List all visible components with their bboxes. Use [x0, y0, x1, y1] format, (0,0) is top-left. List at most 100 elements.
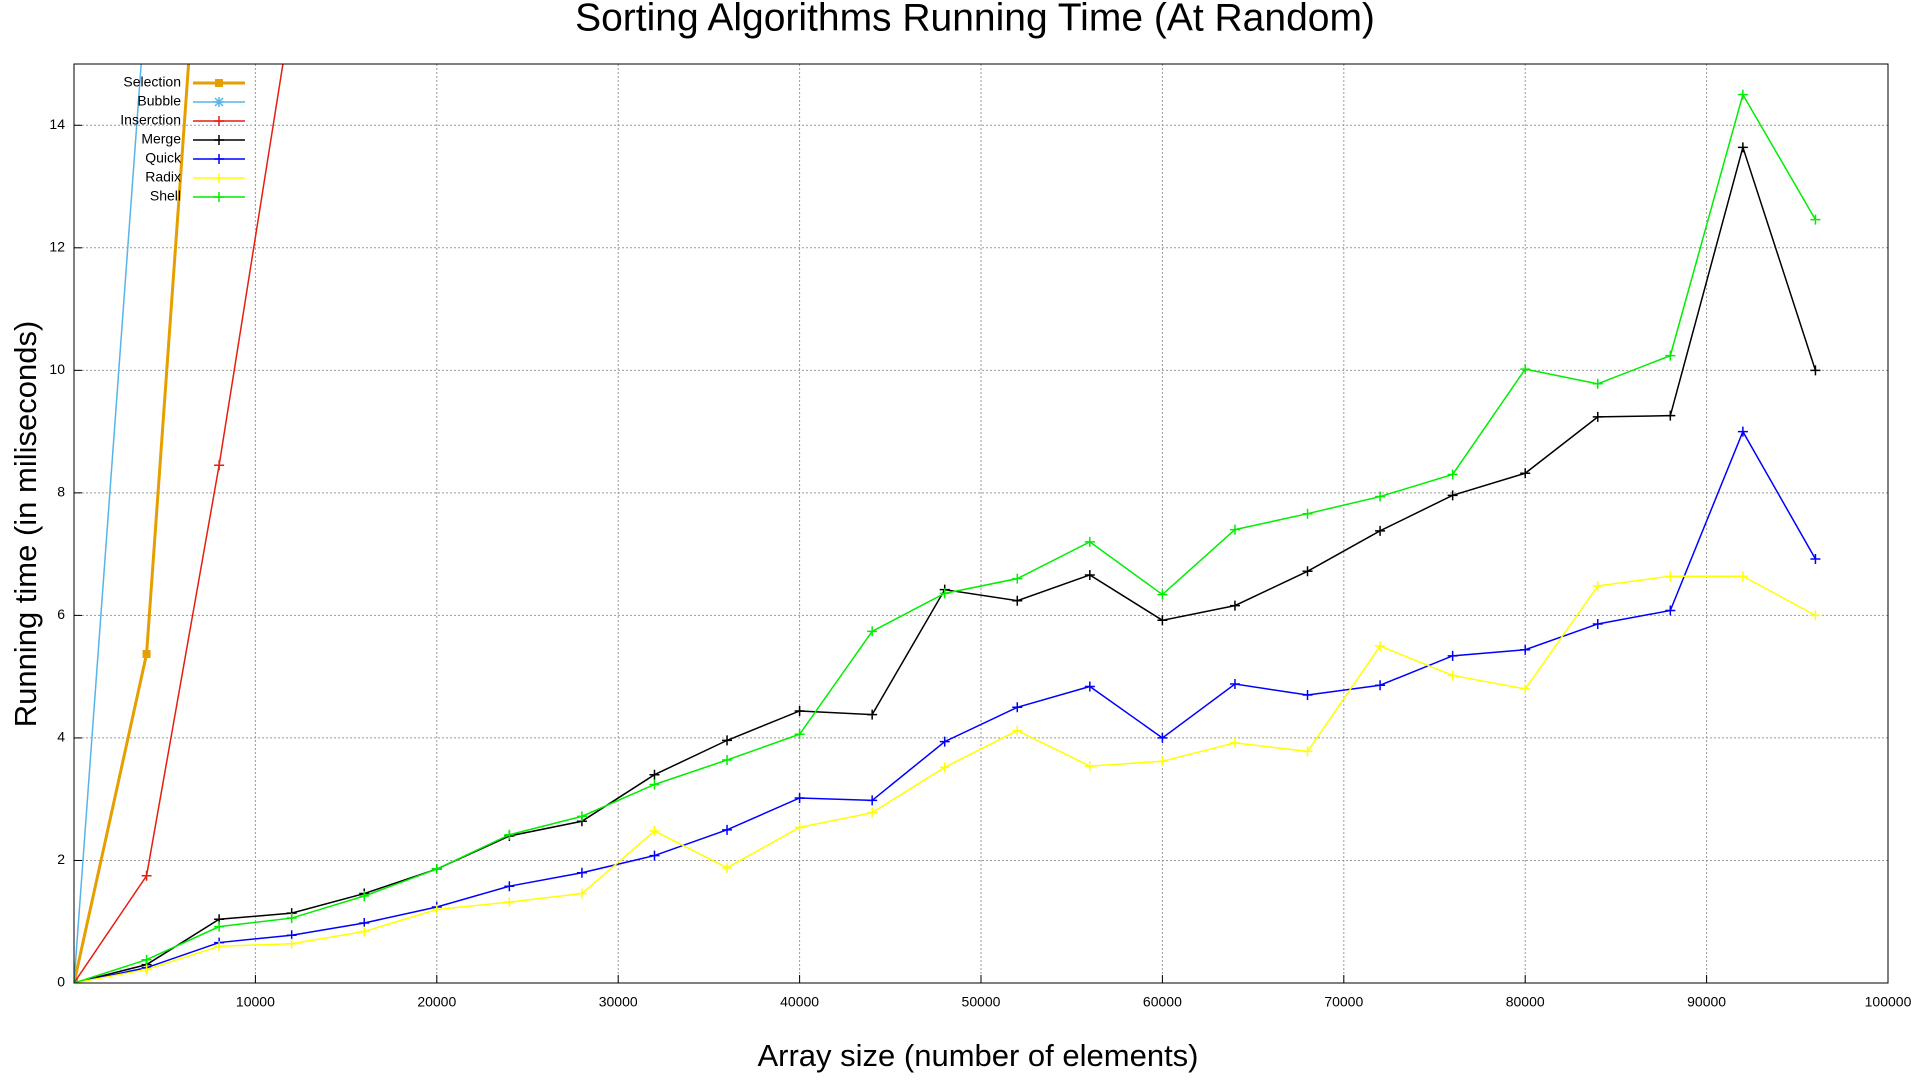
marker	[939, 736, 950, 747]
marker	[1737, 89, 1748, 100]
marker	[214, 116, 224, 126]
marker	[722, 754, 733, 765]
legend-label: Shell	[150, 188, 181, 204]
marker	[1810, 365, 1821, 376]
marker	[722, 862, 733, 873]
marker	[431, 864, 442, 875]
marker	[1084, 761, 1095, 772]
y-tick-label: 8	[57, 484, 65, 500]
x-tick-label: 70000	[1324, 994, 1363, 1010]
legend-label: Inserction	[120, 112, 181, 128]
marker	[576, 811, 587, 822]
legend-label: Selection	[123, 74, 181, 90]
x-axis-label: Array size (number of elements)	[757, 1038, 1198, 1073]
marker	[794, 729, 805, 740]
y-tick-label: 4	[57, 729, 65, 745]
marker	[1665, 350, 1676, 361]
marker	[1229, 600, 1240, 611]
marker	[286, 930, 297, 941]
marker	[141, 870, 152, 881]
marker	[1737, 142, 1748, 153]
x-tick-label: 50000	[962, 994, 1001, 1010]
marker	[1375, 680, 1386, 691]
y-tick-label: 2	[57, 851, 65, 867]
marker	[286, 938, 297, 949]
series-line	[74, 429, 1817, 983]
marker	[1229, 737, 1240, 748]
series-line	[74, 144, 1817, 983]
marker	[504, 897, 515, 908]
marker	[1592, 618, 1603, 629]
marker	[141, 964, 152, 975]
marker	[1447, 469, 1458, 480]
chart-title: Sorting Algorithms Running Time (At Rand…	[575, 0, 1375, 39]
marker	[1302, 690, 1313, 701]
marker	[649, 850, 660, 861]
marker	[1447, 650, 1458, 661]
y-tick-label: 12	[49, 239, 65, 255]
marker	[1084, 681, 1095, 692]
marker	[867, 709, 878, 720]
marker	[794, 705, 805, 716]
marker	[1229, 524, 1240, 535]
legend-label: Merge	[141, 131, 181, 147]
marker	[649, 826, 660, 837]
series-line	[74, 92, 1817, 983]
series-line	[74, 64, 191, 983]
marker	[1737, 571, 1748, 582]
marker	[1520, 468, 1531, 479]
marker	[431, 904, 442, 915]
grid: 0 2 4 6 8 10 12 14 10000 20000 30000 40000 50000 6000…	[49, 64, 1912, 1010]
marker	[1810, 610, 1821, 621]
marker	[1810, 554, 1821, 565]
marker	[1810, 214, 1821, 225]
marker	[1229, 679, 1240, 690]
x-tick-label: 90000	[1687, 994, 1726, 1010]
marker	[214, 460, 225, 471]
marker	[1302, 508, 1313, 519]
marker	[214, 97, 224, 107]
marker	[867, 807, 878, 818]
marker	[1012, 573, 1023, 584]
marker	[1084, 536, 1095, 547]
marker	[1592, 411, 1603, 422]
marker	[1447, 490, 1458, 501]
marker	[1157, 589, 1168, 600]
x-tick-label: 80000	[1506, 994, 1545, 1010]
marker	[214, 921, 225, 932]
marker	[1375, 491, 1386, 502]
marker	[576, 867, 587, 878]
plot-frame	[73, 63, 1889, 984]
marker	[722, 824, 733, 835]
series-line	[74, 64, 142, 983]
legend: Selection Bubble Inserction Merge Quick Radix…	[120, 74, 245, 204]
marker	[794, 822, 805, 833]
y-axis-label: Running time (in miliseconds)	[8, 321, 43, 728]
marker	[359, 926, 370, 937]
marker	[867, 795, 878, 806]
series-line	[74, 575, 1816, 983]
marker	[867, 626, 878, 637]
marker	[1302, 566, 1313, 577]
marker	[1012, 725, 1023, 736]
marker	[214, 192, 224, 202]
marker	[576, 888, 587, 899]
marker	[1665, 605, 1676, 616]
marker	[214, 173, 224, 183]
marker	[1665, 410, 1676, 421]
marker	[359, 891, 370, 902]
x-tick-label: 10000	[236, 994, 275, 1010]
marker	[1375, 641, 1386, 652]
marker	[1375, 525, 1386, 536]
marker	[1592, 580, 1603, 591]
marker	[794, 792, 805, 803]
x-tick-label: 40000	[780, 994, 819, 1010]
marker	[649, 769, 660, 780]
marker	[1520, 683, 1531, 694]
legend-label: Radix	[145, 169, 181, 185]
marker	[1012, 595, 1023, 606]
series-line	[74, 64, 284, 983]
legend-label: Bubble	[137, 93, 181, 109]
marker	[649, 779, 660, 790]
